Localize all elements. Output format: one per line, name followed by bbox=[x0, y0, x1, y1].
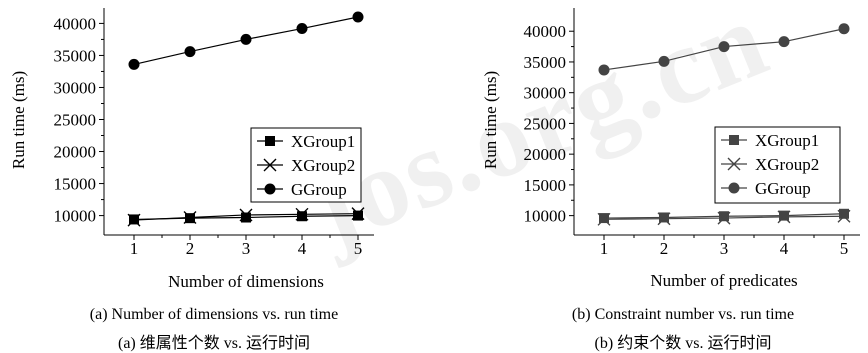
data-point-xgroup1 bbox=[353, 210, 363, 221]
data-point-xgroup2 bbox=[295, 207, 309, 221]
data-point-ggroup bbox=[718, 41, 730, 53]
y-tick-label: 30000 bbox=[54, 78, 97, 97]
data-point-ggroup bbox=[658, 55, 670, 67]
y-tick-label: 25000 bbox=[54, 111, 97, 130]
data-point-xgroup1 bbox=[779, 210, 789, 221]
caption-b-english: (b) Constraint number vs. run time bbox=[571, 306, 795, 323]
y-tick-label: 10000 bbox=[524, 207, 567, 226]
data-point-ggroup bbox=[184, 46, 196, 58]
legend-label: XGroup1 bbox=[755, 131, 819, 150]
data-point-ggroup bbox=[240, 33, 252, 45]
legend-marker bbox=[728, 182, 740, 194]
y-tick-label: 15000 bbox=[54, 175, 97, 194]
data-point-xgroup1 bbox=[659, 212, 669, 223]
legend-label: GGroup bbox=[291, 180, 347, 199]
data-point-ggroup bbox=[778, 36, 790, 48]
chart-run-time-vs-predicates: 10000 15000 20000 25000 30000 35000 40000 1 2 3 4 5… bbox=[481, 8, 860, 290]
x-axis-title: Number of dimensions bbox=[168, 272, 324, 291]
y-tick-label: 20000 bbox=[54, 143, 97, 162]
legend-marker bbox=[264, 183, 276, 195]
data-point-xgroup2 bbox=[127, 213, 141, 227]
y-tick-label: 35000 bbox=[54, 46, 97, 65]
y-tick-label: 10000 bbox=[54, 207, 97, 226]
caption-a-english: (a) Number of dimensions vs. run time bbox=[89, 306, 339, 323]
data-point-xgroup1 bbox=[839, 208, 849, 219]
legend-label: GGroup bbox=[755, 179, 811, 198]
data-point-xgroup2 bbox=[657, 212, 671, 226]
data-point-xgroup2 bbox=[183, 211, 197, 225]
y-tick-label: 30000 bbox=[524, 84, 567, 103]
legend-marker bbox=[263, 158, 277, 172]
y-tick-label: 25000 bbox=[524, 114, 567, 133]
legend-marker bbox=[729, 135, 739, 145]
y-tick-label: 40000 bbox=[54, 14, 97, 33]
x-tick-label: 3 bbox=[242, 239, 251, 258]
legend-marker bbox=[265, 136, 275, 146]
x-tick-label: 4 bbox=[780, 239, 789, 258]
y-tick-label: 35000 bbox=[524, 53, 567, 72]
caption-b-chinese: (b) 约束个数 vs. 运行时间 bbox=[594, 335, 772, 352]
x-axis-title: Number of predicates bbox=[650, 271, 797, 290]
y-tick-label: 20000 bbox=[524, 145, 567, 164]
x-tick-label: 1 bbox=[130, 239, 139, 258]
data-point-ggroup bbox=[352, 11, 364, 23]
data-point-xgroup2 bbox=[351, 207, 365, 221]
data-point-ggroup bbox=[838, 23, 850, 35]
data-point-ggroup bbox=[598, 64, 610, 76]
x-tick-label: 2 bbox=[660, 239, 669, 258]
chart-run-time-vs-dimensions: 10000 15000 20000 25000 30000 35000 40000 1 2 3 4 5… bbox=[9, 8, 374, 291]
y-axis-title: Run time (ms) bbox=[9, 71, 28, 169]
data-point-xgroup2 bbox=[837, 209, 851, 223]
data-point-xgroup1 bbox=[241, 212, 251, 223]
legend-label: XGroup2 bbox=[291, 156, 355, 175]
x-tick-label: 1 bbox=[600, 239, 609, 258]
data-point-xgroup2 bbox=[239, 208, 253, 222]
x-tick-label: 4 bbox=[298, 239, 307, 258]
legend-marker bbox=[727, 157, 741, 171]
data-point-xgroup1 bbox=[719, 211, 729, 222]
data-point-xgroup2 bbox=[777, 210, 791, 224]
y-tick-label: 15000 bbox=[524, 176, 567, 195]
data-point-xgroup1 bbox=[599, 213, 609, 224]
data-point-xgroup1 bbox=[297, 211, 307, 222]
legend-label: XGroup1 bbox=[291, 132, 355, 151]
legend-label: XGroup2 bbox=[755, 155, 819, 174]
data-point-ggroup bbox=[128, 58, 140, 70]
x-tick-label: 2 bbox=[186, 239, 195, 258]
y-tick-label: 40000 bbox=[524, 22, 567, 41]
x-tick-label: 5 bbox=[840, 239, 849, 258]
data-point-ggroup bbox=[296, 23, 308, 35]
caption-a-chinese: (a) 维属性个数 vs. 运行时间 bbox=[118, 335, 310, 352]
data-point-xgroup2 bbox=[597, 212, 611, 226]
data-point-xgroup2 bbox=[717, 211, 731, 225]
x-tick-label: 3 bbox=[720, 239, 729, 258]
y-axis-title: Run time (ms) bbox=[481, 71, 500, 169]
x-tick-label: 5 bbox=[354, 239, 363, 258]
